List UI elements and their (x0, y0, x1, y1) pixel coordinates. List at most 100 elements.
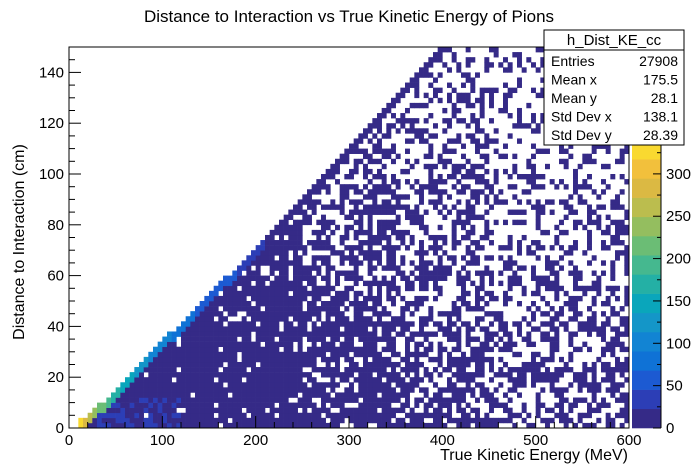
heatmap-cell (568, 382, 574, 388)
heatmap-cell (451, 240, 457, 246)
heatmap-cell (549, 382, 555, 388)
heatmap-cell (610, 326, 616, 332)
heatmap-cell (475, 143, 480, 149)
heatmap-cell (209, 377, 214, 383)
heatmap-cell (181, 382, 186, 388)
heatmap-cell (325, 245, 331, 251)
heatmap-cell (433, 234, 438, 241)
heatmap-cell (540, 113, 546, 119)
heatmap-cell (255, 265, 261, 271)
heatmap-cell (339, 270, 345, 276)
heatmap-cell (423, 153, 429, 160)
heatmap-cell (587, 382, 592, 388)
heatmap-cell (372, 234, 378, 241)
heatmap-cell (526, 361, 532, 368)
heatmap-cell (367, 417, 373, 424)
heatmap-cell (605, 316, 611, 322)
heatmap-cell (573, 168, 578, 175)
heatmap-cell (447, 351, 452, 358)
heatmap-cell (461, 422, 466, 429)
heatmap-cell (251, 351, 256, 358)
heatmap-cell (535, 280, 541, 287)
heatmap-cell (624, 209, 630, 215)
heatmap-cell (451, 397, 457, 403)
heatmap-cell (297, 240, 303, 246)
heatmap-cell (367, 224, 373, 231)
heatmap-cell (316, 189, 322, 195)
heatmap-cell (176, 361, 182, 368)
heatmap-cell (204, 387, 210, 393)
heatmap-cell (372, 331, 378, 337)
heatmap-cell (223, 336, 228, 342)
heatmap-cell (157, 377, 163, 383)
heatmap-cell (610, 265, 616, 271)
heatmap-cell (549, 341, 555, 348)
heatmap-cell (260, 336, 266, 342)
heatmap-cell (610, 377, 616, 383)
heatmap-cell (521, 189, 527, 195)
heatmap-cell (297, 346, 303, 353)
heatmap-cell (526, 57, 532, 63)
heatmap-cell (624, 412, 630, 419)
heatmap-cell (377, 301, 382, 307)
heatmap-cell (423, 392, 429, 398)
heatmap-cell (302, 245, 308, 251)
heatmap-cell (395, 331, 401, 337)
heatmap-cell (265, 367, 270, 373)
heatmap-cell (143, 361, 149, 368)
heatmap-cell (437, 326, 443, 332)
heatmap-cell (447, 255, 452, 261)
heatmap-cell (232, 412, 238, 419)
heatmap-cell (540, 184, 546, 190)
heatmap-cell (610, 336, 616, 342)
heatmap-cell (316, 351, 322, 358)
heatmap-cell (456, 240, 462, 246)
heatmap-cell (545, 229, 550, 236)
heatmap-cell (517, 199, 522, 205)
heatmap-cell (465, 174, 471, 180)
heatmap-cell (521, 209, 527, 215)
heatmap-cell (470, 346, 476, 353)
heatmap-cell (447, 417, 452, 424)
heatmap-cell (176, 402, 182, 408)
heatmap-cell (279, 280, 284, 287)
heatmap-cell (363, 168, 368, 175)
heatmap-cell (381, 311, 387, 317)
heatmap-cell (405, 148, 410, 154)
heatmap-cell (554, 184, 560, 190)
heatmap-cell (479, 92, 485, 99)
heatmap-cell (493, 199, 499, 205)
heatmap-cell (619, 341, 625, 348)
heatmap-cell (587, 422, 592, 429)
heatmap-cell (591, 321, 597, 327)
heatmap-cell (274, 351, 280, 358)
heatmap-cell (153, 382, 158, 388)
heatmap-cell (125, 407, 130, 414)
heatmap-cell (283, 265, 289, 271)
heatmap-cell (241, 402, 247, 408)
heatmap-cell (269, 361, 275, 368)
heatmap-cell (456, 295, 462, 302)
heatmap-cell (433, 77, 438, 83)
heatmap-cell (237, 361, 242, 368)
heatmap-cell (559, 219, 564, 226)
heatmap-cell (143, 402, 149, 408)
heatmap-cell (493, 316, 499, 322)
heatmap-cell (358, 311, 364, 317)
heatmap-cell (531, 179, 536, 185)
heatmap-cell (479, 163, 485, 170)
heatmap-cell (400, 204, 406, 210)
heatmap-cell (307, 290, 312, 297)
heatmap-cell (353, 199, 359, 205)
heatmap-cell (218, 382, 224, 388)
heatmap-cell (456, 387, 462, 393)
heatmap-cell (615, 397, 620, 403)
heatmap-cell (302, 194, 308, 200)
heatmap-cell (330, 265, 336, 271)
heatmap-cell (442, 275, 448, 281)
heatmap-cell (587, 331, 592, 337)
heatmap-cell (591, 270, 597, 276)
heatmap-cell (213, 417, 219, 424)
heatmap-cell (479, 306, 485, 312)
